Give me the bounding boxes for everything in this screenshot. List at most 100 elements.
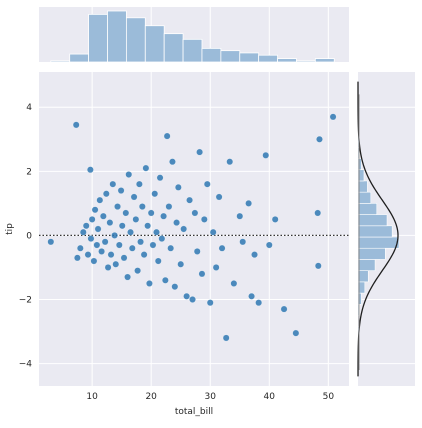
y-tick-label: 4 — [26, 103, 32, 113]
scatter-point — [74, 254, 81, 262]
scatter-point — [125, 171, 133, 178]
scatter-point — [134, 267, 141, 275]
y-tick-label: 0 — [26, 231, 32, 241]
scatter-point — [255, 299, 263, 307]
scatter-point — [127, 228, 134, 236]
scatter-point — [169, 158, 176, 166]
top-histogram-bar — [258, 54, 278, 63]
scatter-point — [222, 334, 230, 342]
scatter-point — [94, 225, 102, 233]
scatter-point — [280, 305, 288, 313]
scatter-point — [183, 292, 190, 300]
scatter-point — [200, 216, 208, 223]
right-histogram-bar — [357, 191, 372, 204]
scatter-point — [107, 251, 115, 258]
scatter-point — [251, 251, 258, 258]
scatter-point — [236, 212, 244, 220]
top-histogram-bar — [239, 52, 260, 63]
y-axis-label: tip — [5, 223, 15, 235]
scatter-point — [111, 232, 118, 239]
scatter-point — [248, 292, 255, 300]
scatter-point — [47, 238, 55, 246]
scatter-point — [162, 276, 169, 284]
scatter-point — [109, 180, 117, 188]
scatter-point — [171, 283, 179, 291]
scatter-point — [138, 203, 146, 210]
scatter-point — [218, 244, 226, 252]
scatter-point — [146, 280, 153, 287]
scatter-point — [102, 190, 110, 198]
scatter-point — [122, 209, 130, 217]
scatter-point — [72, 121, 80, 129]
scatter-point — [130, 193, 138, 201]
scatter-point — [329, 113, 337, 121]
scatter-point — [167, 244, 175, 252]
y-tick-labels: −4 −2 0 2 4 — [19, 103, 33, 369]
scatter-point — [160, 212, 167, 220]
scatter-point — [132, 216, 140, 223]
scatter-point — [158, 235, 166, 242]
top-histogram-bar — [144, 25, 165, 63]
scatter-point — [120, 254, 128, 262]
scatter-point — [245, 200, 252, 207]
top-histogram-bar — [277, 58, 297, 63]
top-histogram-bar — [50, 60, 71, 63]
scatter-point — [104, 264, 112, 271]
scatter-point — [212, 264, 220, 271]
right-marginal-histogram — [357, 113, 400, 339]
scatter-point — [84, 251, 92, 258]
top-histogram-bar — [163, 33, 184, 63]
scatter-point — [156, 174, 164, 182]
top-histogram-bar — [314, 58, 335, 63]
scatter-point — [88, 216, 96, 223]
scatter-point — [215, 193, 223, 201]
right-histogram-bar — [357, 247, 386, 260]
scatter-point — [91, 206, 99, 214]
scatter-point — [193, 248, 201, 255]
scatter-point — [198, 270, 206, 278]
scatter-point — [115, 241, 123, 249]
scatter-point — [180, 225, 188, 233]
right-histogram-bar — [357, 270, 369, 283]
scatter-point — [93, 241, 101, 249]
scatter-point — [262, 151, 270, 159]
scatter-point — [149, 241, 157, 249]
scatter-point — [114, 203, 121, 210]
x-tick-label: 30 — [205, 392, 217, 402]
scatter-point — [140, 251, 148, 258]
scatter-point — [206, 299, 214, 307]
top-histogram-bar — [182, 38, 203, 63]
scatter-point — [142, 164, 150, 172]
scatter-point — [118, 222, 126, 230]
top-histogram-bar — [220, 50, 241, 63]
top-histogram-bar — [107, 10, 127, 63]
scatter-point — [165, 203, 173, 210]
scatter-point — [292, 329, 300, 337]
scatter-point — [79, 228, 87, 236]
right-histogram-bar — [357, 225, 393, 238]
top-histogram-bar — [69, 53, 90, 63]
top-histogram-bar — [296, 60, 316, 63]
top-histogram-bar — [88, 13, 108, 63]
scatter-point — [151, 190, 159, 198]
scatter-point — [136, 180, 143, 188]
scatter-point — [153, 228, 160, 236]
scatter-point — [101, 238, 109, 246]
scatter-point — [271, 216, 279, 223]
scatter-point — [100, 212, 107, 220]
scatter-point — [191, 209, 199, 217]
scatter-point — [314, 209, 322, 217]
scatter-point — [98, 248, 105, 255]
scatter-point — [124, 273, 131, 281]
scatter-points — [47, 113, 337, 342]
x-tick-label: 40 — [264, 392, 276, 402]
scatter-point — [189, 296, 196, 303]
y-tick-label: −2 — [19, 295, 32, 305]
scatter-point — [112, 260, 120, 268]
x-tick-label: 20 — [145, 392, 157, 402]
x-axis-label: total_bill — [175, 407, 213, 417]
scatter-point — [177, 260, 185, 268]
top-histogram-bar — [201, 48, 222, 63]
scatter-point — [175, 183, 182, 191]
